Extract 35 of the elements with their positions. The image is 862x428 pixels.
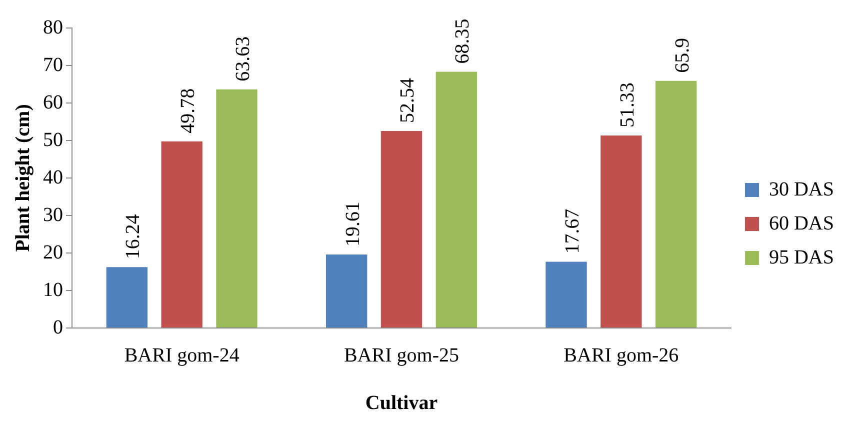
bar xyxy=(106,267,148,328)
y-tick-label: 60 xyxy=(43,91,63,114)
data-label: 65.9 xyxy=(671,38,694,73)
bar xyxy=(436,72,478,328)
bar xyxy=(546,262,587,328)
bar xyxy=(600,136,642,328)
bar xyxy=(655,80,697,328)
data-label: 16.24 xyxy=(122,214,144,260)
legend-label: 95 DAS xyxy=(768,246,834,268)
y-tick-label: 70 xyxy=(43,54,63,76)
y-tick-label: 30 xyxy=(43,204,63,226)
y-tick-label: 80 xyxy=(43,16,63,38)
data-label: 68.35 xyxy=(452,18,474,64)
bar xyxy=(326,254,368,328)
y-tick-label: 40 xyxy=(43,166,63,188)
legend-label: 60 DAS xyxy=(768,212,834,234)
data-label: 51.33 xyxy=(616,82,638,128)
y-tick-label: 20 xyxy=(43,241,63,264)
data-label: 19.61 xyxy=(342,201,364,246)
bar xyxy=(161,141,202,328)
bar xyxy=(380,130,422,328)
y-tick-label: 50 xyxy=(43,128,63,151)
x-tick-label: BARI gom-25 xyxy=(344,344,459,366)
y-tick-label: 0 xyxy=(53,316,63,338)
y-tick-label: 10 xyxy=(43,278,63,301)
x-tick-label: BARI gom-24 xyxy=(124,344,240,366)
data-label: 17.67 xyxy=(561,208,584,254)
data-label: 52.54 xyxy=(396,78,419,123)
x-axis-title: Cultivar xyxy=(365,392,438,414)
data-label: 49.78 xyxy=(177,88,200,134)
x-tick-label: BARI gom-26 xyxy=(564,344,679,366)
y-axis-title: Plant height (cm) xyxy=(12,104,34,252)
data-label: 63.63 xyxy=(232,36,254,82)
bar xyxy=(216,89,258,328)
legend-label: 30 DAS xyxy=(768,178,834,200)
